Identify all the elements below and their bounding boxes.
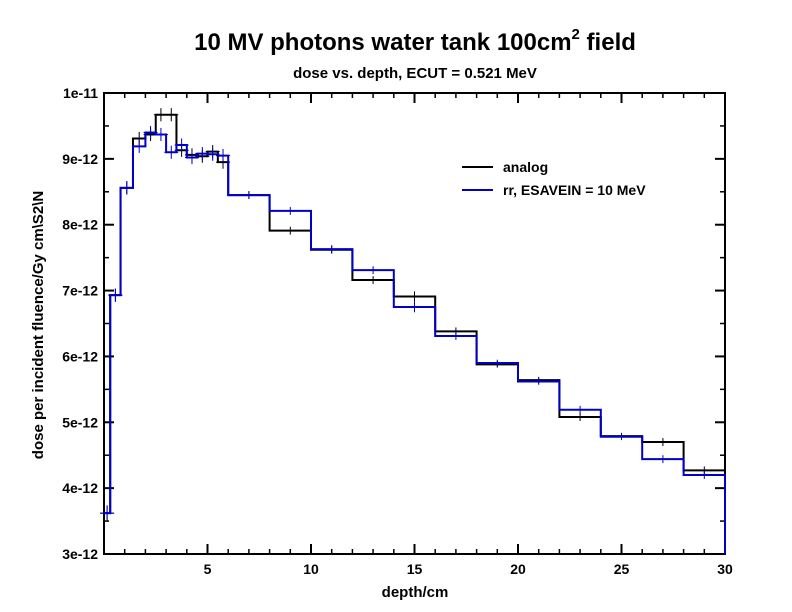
y-tick-label: 4e-12: [62, 480, 98, 496]
x-axis-label: depth/cm: [382, 584, 449, 601]
chart-title-superscript: 2: [572, 26, 580, 43]
y-tick-label: 5e-12: [62, 414, 98, 430]
y-tick-label: 3e-12: [62, 546, 98, 562]
series-layer: [100, 108, 726, 554]
series-1: [100, 125, 726, 554]
x-tick-label-5: 5: [204, 561, 212, 577]
y-tick-label: 6e-12: [62, 348, 98, 364]
x-tick-label-10: 10: [303, 561, 319, 577]
y-tick-label: 9e-12: [62, 151, 98, 167]
x-tick-label-15: 15: [407, 561, 423, 577]
x-tick-label-20: 20: [510, 561, 526, 577]
y-axis-label: dose per incident fluence/Gy cm\S2\N: [30, 191, 47, 459]
chart-title: 10 MV photons water tank 100cm2 field: [194, 26, 636, 56]
series-0: [100, 108, 726, 554]
legend: analog rr, ESAVEIN = 10 MeV: [462, 159, 646, 198]
legend-label-analog: analog: [503, 159, 548, 175]
plot-frame: [103, 92, 726, 555]
chart-title-main: 10 MV photons water tank 100cm: [194, 29, 571, 56]
chart-subtitle: dose vs. depth, ECUT = 0.521 MeV: [293, 65, 537, 82]
y-tick-label: 1e-11: [63, 85, 98, 101]
y-tick-label: 7e-12: [62, 283, 98, 299]
x-tick-label-30: 30: [717, 561, 733, 577]
x-tick-label-25: 25: [614, 561, 630, 577]
chart-title-tail: field: [580, 29, 636, 56]
legend-label-rr: rr, ESAVEIN = 10 MeV: [503, 182, 646, 198]
axis-tick-labels: 5 10 15 20 25 30 3e-12 4e-12 5e-12 6e-12 7e-12 8e-1…: [62, 85, 733, 577]
y-tick-label: 8e-12: [62, 217, 98, 233]
series-line-0: [104, 113, 726, 554]
axis-ticks: [104, 92, 726, 555]
